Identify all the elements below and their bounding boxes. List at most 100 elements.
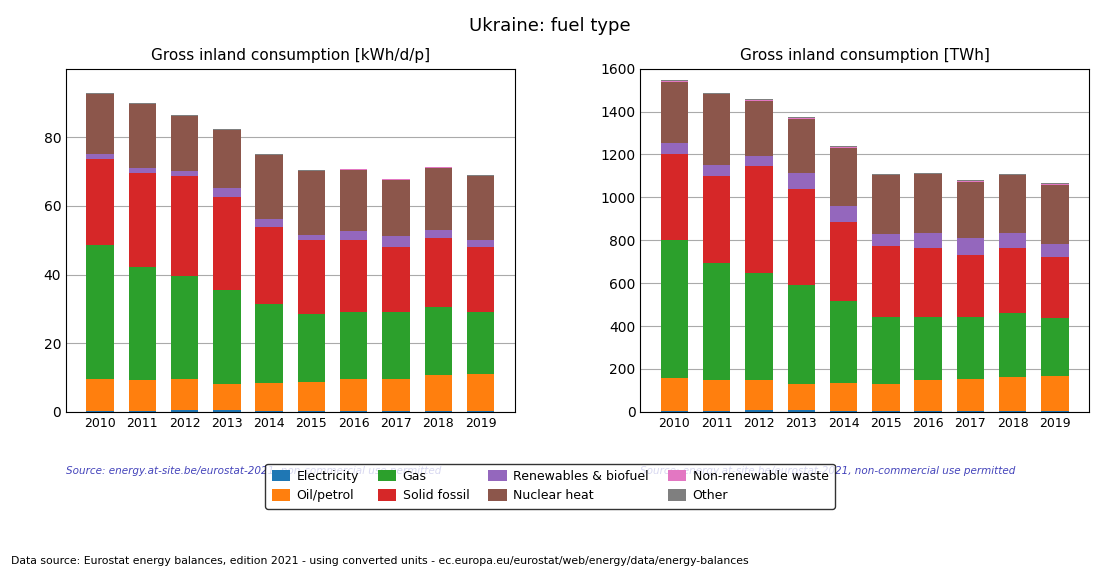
Bar <box>957 317 984 379</box>
Bar <box>999 248 1026 313</box>
Bar <box>661 80 689 81</box>
Bar <box>1041 257 1068 318</box>
Bar <box>999 176 1026 233</box>
Bar <box>829 301 857 383</box>
Bar <box>383 180 410 236</box>
Bar <box>340 169 367 231</box>
Bar <box>914 174 942 233</box>
Bar <box>213 289 241 384</box>
Text: Ukraine: fuel type: Ukraine: fuel type <box>470 17 630 35</box>
Title: Gross inland consumption [TWh]: Gross inland consumption [TWh] <box>739 48 990 63</box>
Bar <box>788 119 815 173</box>
Bar <box>425 307 452 375</box>
Bar <box>298 240 326 313</box>
Bar <box>170 379 198 410</box>
Bar <box>872 174 900 175</box>
Bar <box>661 154 689 240</box>
Bar <box>466 240 494 247</box>
Bar <box>383 236 410 247</box>
Bar <box>872 383 900 411</box>
Bar <box>788 117 815 118</box>
Bar <box>999 233 1026 248</box>
Bar <box>829 383 857 411</box>
Bar <box>340 379 367 411</box>
Bar <box>1041 185 1068 244</box>
Bar <box>703 380 730 411</box>
Bar <box>129 103 156 104</box>
Bar <box>703 176 730 263</box>
Bar <box>745 273 772 380</box>
Bar <box>255 155 283 219</box>
Bar <box>829 411 857 412</box>
Bar <box>255 154 283 155</box>
Bar <box>213 410 241 412</box>
Bar <box>170 171 198 176</box>
Bar <box>788 118 815 119</box>
Bar <box>340 312 367 379</box>
Bar <box>466 374 494 411</box>
Bar <box>466 247 494 312</box>
Bar <box>213 384 241 410</box>
Bar <box>129 168 156 173</box>
Bar <box>872 235 900 246</box>
Bar <box>213 130 241 188</box>
Bar <box>999 377 1026 411</box>
Bar <box>999 174 1026 175</box>
Bar <box>170 176 198 276</box>
Bar <box>425 238 452 307</box>
Bar <box>661 81 689 142</box>
Bar <box>788 410 815 412</box>
Bar <box>1041 318 1068 376</box>
Text: Source: energy.at-site.be/eurostat-2021, non-commercial use permitted: Source: energy.at-site.be/eurostat-2021,… <box>640 466 1015 475</box>
Bar <box>425 229 452 238</box>
Bar <box>425 167 452 168</box>
Bar <box>213 197 241 289</box>
Bar <box>745 99 772 100</box>
Bar <box>383 379 410 411</box>
Bar <box>914 173 942 174</box>
Bar <box>661 378 689 411</box>
Bar <box>255 227 283 304</box>
Bar <box>340 231 367 240</box>
Bar <box>872 175 900 176</box>
Bar <box>466 312 494 374</box>
Bar <box>872 246 900 317</box>
Bar <box>1041 244 1068 257</box>
Bar <box>957 181 984 182</box>
Bar <box>957 255 984 317</box>
Bar <box>745 100 772 101</box>
Bar <box>745 380 772 410</box>
Bar <box>129 104 156 168</box>
Bar <box>425 168 452 229</box>
Text: Source: energy.at-site.be/eurostat-2021, non-commercial use permitted: Source: energy.at-site.be/eurostat-2021,… <box>66 466 441 475</box>
Bar <box>703 93 730 94</box>
Bar <box>914 233 942 248</box>
Legend: Electricity, Oil/petrol, Gas, Solid fossil, Renewables & biofuel, Nuclear heat, : Electricity, Oil/petrol, Gas, Solid foss… <box>265 464 835 509</box>
Bar <box>914 317 942 380</box>
Bar <box>170 276 198 379</box>
Bar <box>298 382 326 411</box>
Bar <box>999 313 1026 377</box>
Bar <box>661 142 689 154</box>
Bar <box>872 176 900 235</box>
Bar <box>129 267 156 380</box>
Bar <box>829 206 857 222</box>
Bar <box>87 94 114 154</box>
Bar <box>703 263 730 380</box>
Bar <box>745 156 772 166</box>
Bar <box>466 176 494 240</box>
Bar <box>914 248 942 317</box>
Bar <box>255 219 283 227</box>
Bar <box>788 173 815 189</box>
Bar <box>829 148 857 206</box>
Bar <box>788 189 815 285</box>
Bar <box>703 165 730 176</box>
Bar <box>255 383 283 411</box>
Bar <box>999 175 1026 176</box>
Bar <box>87 245 114 379</box>
Bar <box>829 222 857 301</box>
Bar <box>383 312 410 379</box>
Bar <box>872 317 900 383</box>
Bar <box>255 411 283 412</box>
Bar <box>87 159 114 245</box>
